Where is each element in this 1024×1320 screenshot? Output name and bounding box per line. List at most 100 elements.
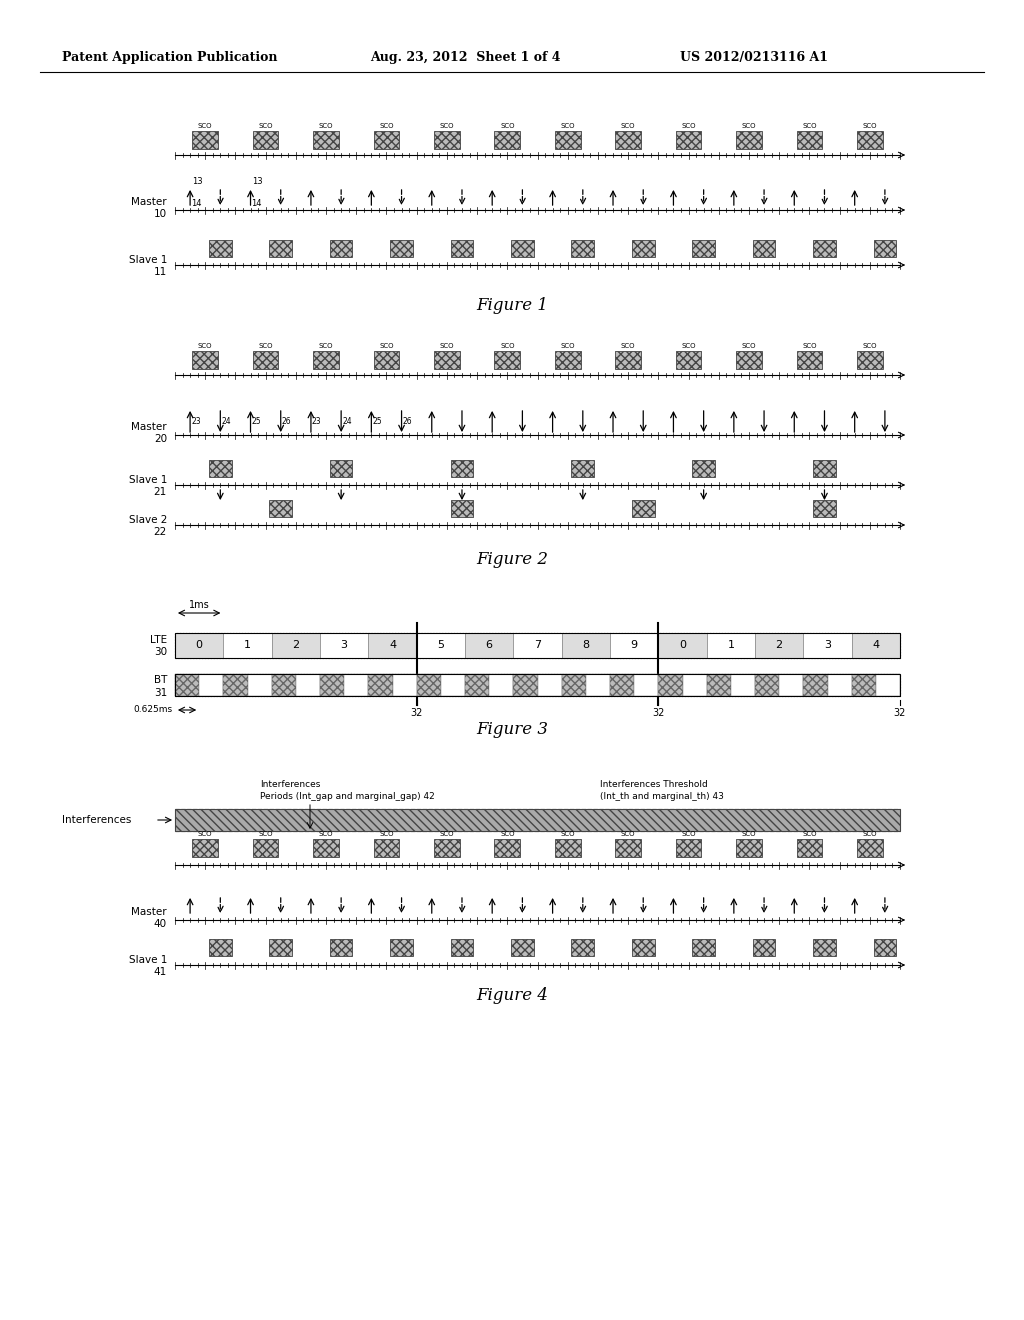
Text: SCO: SCO <box>741 123 756 129</box>
Text: 23: 23 <box>191 417 201 425</box>
Text: SCO: SCO <box>500 832 514 837</box>
Bar <box>658 675 683 696</box>
Text: 32: 32 <box>411 708 423 718</box>
Text: SCO: SCO <box>318 832 333 837</box>
Bar <box>873 939 896 956</box>
Bar <box>555 131 581 149</box>
Bar <box>736 840 762 857</box>
Bar <box>374 131 399 149</box>
Bar <box>852 675 876 696</box>
Bar <box>495 351 520 370</box>
Text: 6: 6 <box>485 640 493 649</box>
Text: SCO: SCO <box>862 343 877 348</box>
Text: SCO: SCO <box>500 123 514 129</box>
Bar <box>175 632 900 657</box>
Text: 1: 1 <box>727 640 734 649</box>
Text: SCO: SCO <box>802 343 816 348</box>
Text: 30: 30 <box>154 647 167 657</box>
Bar <box>390 939 413 956</box>
Bar <box>610 632 658 657</box>
Text: 0.625ms: 0.625ms <box>134 705 173 714</box>
Bar <box>330 459 352 477</box>
Bar <box>369 632 417 657</box>
Text: 26: 26 <box>282 417 292 425</box>
Text: 1: 1 <box>244 640 251 649</box>
Text: SCO: SCO <box>681 832 695 837</box>
Text: SCO: SCO <box>802 832 816 837</box>
Bar <box>571 239 594 256</box>
Text: 2: 2 <box>292 640 299 649</box>
Text: 11: 11 <box>154 267 167 277</box>
Bar <box>465 632 513 657</box>
Bar <box>813 459 836 477</box>
Bar <box>876 675 900 696</box>
Text: 1ms: 1ms <box>188 601 210 610</box>
Bar <box>451 459 473 477</box>
Bar <box>736 131 762 149</box>
Bar <box>175 675 900 696</box>
Text: 32: 32 <box>894 708 906 718</box>
Bar <box>586 675 610 696</box>
Bar <box>755 632 804 657</box>
Bar <box>175 632 223 657</box>
Text: SCO: SCO <box>258 832 272 837</box>
Text: Slave 2: Slave 2 <box>129 515 167 525</box>
Text: SCO: SCO <box>439 832 454 837</box>
Text: 40: 40 <box>154 919 167 929</box>
Bar <box>271 632 319 657</box>
Bar <box>857 840 883 857</box>
Bar <box>797 840 822 857</box>
Text: 8: 8 <box>583 640 590 649</box>
Bar <box>296 675 321 696</box>
Text: Interferences Threshold
(Int_th and marginal_th) 43: Interferences Threshold (Int_th and marg… <box>600 780 724 801</box>
Text: SCO: SCO <box>258 343 272 348</box>
Text: SCO: SCO <box>741 343 756 348</box>
Text: US 2012/0213116 A1: US 2012/0213116 A1 <box>680 50 828 63</box>
Text: 41: 41 <box>154 968 167 977</box>
Bar <box>707 675 731 696</box>
Bar <box>465 675 489 696</box>
Bar <box>175 675 900 696</box>
Bar <box>610 675 634 696</box>
Text: Figure 4: Figure 4 <box>476 986 548 1003</box>
Text: SCO: SCO <box>681 123 695 129</box>
Bar <box>779 675 804 696</box>
Bar <box>269 939 292 956</box>
Text: SCO: SCO <box>802 123 816 129</box>
Bar <box>632 939 654 956</box>
Text: 26: 26 <box>402 417 413 425</box>
Bar <box>344 675 369 696</box>
Text: Patent Application Publication: Patent Application Publication <box>62 50 278 63</box>
Bar <box>175 675 199 696</box>
Bar <box>511 939 534 956</box>
Bar <box>857 351 883 370</box>
Bar <box>451 499 473 516</box>
Bar <box>676 840 701 857</box>
Bar <box>857 131 883 149</box>
Bar <box>513 675 538 696</box>
Text: SCO: SCO <box>741 832 756 837</box>
Text: SCO: SCO <box>439 343 454 348</box>
Bar <box>731 675 755 696</box>
Text: SCO: SCO <box>621 343 635 348</box>
Text: SCO: SCO <box>500 343 514 348</box>
Bar <box>615 351 641 370</box>
Bar <box>489 675 513 696</box>
Bar <box>538 675 562 696</box>
Bar <box>390 239 413 256</box>
Bar <box>269 499 292 516</box>
Text: SCO: SCO <box>198 123 212 129</box>
Text: 0: 0 <box>196 640 203 649</box>
Bar <box>209 239 231 256</box>
Text: 32: 32 <box>652 708 665 718</box>
Text: SCO: SCO <box>318 343 333 348</box>
Bar <box>676 351 701 370</box>
Bar <box>451 239 473 256</box>
Text: 13: 13 <box>253 177 263 186</box>
Text: BT: BT <box>154 675 167 685</box>
Bar <box>615 131 641 149</box>
Text: 3: 3 <box>824 640 831 649</box>
Text: 13: 13 <box>193 177 203 186</box>
Text: 24: 24 <box>221 417 231 425</box>
Bar <box>513 632 562 657</box>
